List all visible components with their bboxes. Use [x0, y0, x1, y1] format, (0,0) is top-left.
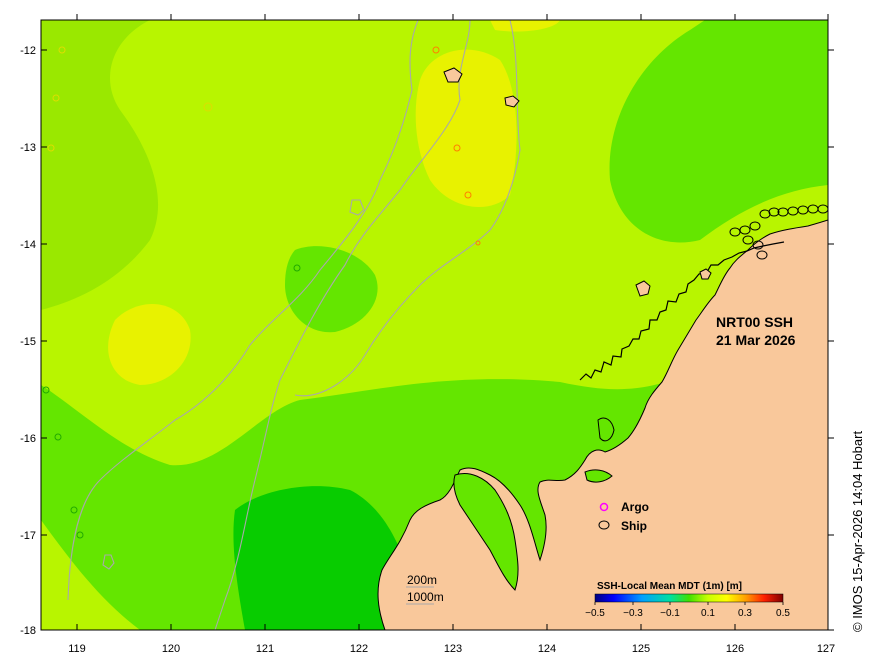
y-tick-label: -18: [20, 625, 36, 637]
map-title-product: NRT00 SSH: [716, 314, 793, 330]
colorbar-tick-label: −0.3: [623, 608, 643, 619]
colorbar-gradient: [594, 593, 784, 603]
colorbar: SSH-Local Mean MDT (1m) [m] −0.5 −0.3 −0…: [585, 581, 790, 619]
y-tick-label: -16: [20, 433, 36, 445]
argo-float-marker: [203, 102, 213, 112]
ship-marker: [749, 221, 761, 231]
x-tick-label: 121: [256, 643, 274, 655]
land: [377, 67, 828, 630]
argo-float-marker: [70, 506, 78, 514]
coastline-detail: [579, 241, 785, 381]
y-axis-labels: -12 -13 -14 -15 -16 -17 -18: [20, 45, 36, 637]
ssh-contour-high-top: [490, 20, 560, 32]
ssh-contour-northwest: [41, 20, 159, 310]
ssh-contour-low-central: [285, 246, 378, 333]
argo-float-marker: [58, 46, 66, 54]
argo-float-marker: [52, 94, 60, 102]
colorbar-title: SSH-Local Mean MDT (1m) [m]: [597, 581, 742, 592]
ssh-contour-southwest: [41, 520, 140, 630]
bathymetry-island-2: [102, 554, 115, 570]
x-tick-label: 125: [632, 643, 650, 655]
inlet-east: [584, 469, 613, 483]
x-tick-label: 124: [538, 643, 556, 655]
map-title-date: 21 Mar 2026: [716, 332, 796, 348]
argo-float-marker: [432, 46, 440, 54]
colorbar-tick-label: −0.1: [660, 608, 680, 619]
bathymetry-island-1: [349, 199, 365, 216]
bathymetry-contours: [67, 20, 521, 630]
island-northeast-1: [635, 280, 651, 297]
colorbar-tick-label: −0.5: [585, 608, 605, 619]
bathymetry-1000m-line: [214, 20, 471, 630]
island-northeast-2: [699, 268, 712, 280]
x-tick-label: 126: [726, 643, 744, 655]
argo-float-marker: [475, 240, 481, 246]
colorbar-tick-label: 0.3: [738, 608, 752, 619]
x-tick-label: 123: [444, 643, 462, 655]
argo-float-marker: [47, 144, 55, 152]
y-axis-ticks: [41, 49, 834, 631]
colorbar-tick-label: 0.1: [701, 608, 715, 619]
bathymetry-shelf-line: [294, 20, 521, 397]
argo-float-marker: [76, 531, 84, 539]
y-tick-label: -13: [20, 142, 36, 154]
ship-legend-label: Ship: [621, 519, 647, 533]
inlet-king-sound: [453, 473, 519, 591]
argo-float-marker: [54, 433, 62, 441]
x-axis-labels: 119 120 121 122 123 124 125 126 127: [68, 643, 835, 655]
inlet-north: [597, 417, 615, 442]
argo-float-marker: [42, 386, 50, 394]
x-axis-ticks: [76, 14, 829, 630]
x-tick-label: 122: [350, 643, 368, 655]
symbol-legend: Argo Ship: [598, 500, 649, 533]
ship-marker: [729, 227, 741, 237]
credit-text: © IMOS 15-Apr-2026 14:04 Hobart: [850, 431, 865, 632]
ssh-contour-high-west: [108, 303, 191, 385]
argo-float-marker: [293, 264, 301, 272]
x-tick-label: 120: [162, 643, 180, 655]
argo-float-marker: [464, 191, 472, 199]
ssh-contour-northeast: [609, 20, 828, 243]
ship-marker: [768, 207, 780, 217]
bathymetry-200m-line: [67, 20, 419, 601]
ship-marker: [742, 235, 754, 245]
depth-200m-label: 200m: [407, 573, 437, 587]
y-tick-label: -15: [20, 336, 36, 348]
ship-legend-icon: [598, 520, 610, 530]
ship-marker: [739, 225, 751, 235]
ship-track: [729, 204, 829, 260]
ssh-contour-south-low: [233, 486, 420, 630]
ssh-contour-high-north: [415, 49, 517, 207]
island-north-1: [443, 67, 463, 83]
argo-float-marker: [453, 144, 461, 152]
y-tick-label: -12: [20, 45, 36, 57]
argo-legend-label: Argo: [621, 500, 649, 514]
ship-marker: [752, 240, 764, 250]
plot-frame: [40, 19, 829, 631]
x-tick-label: 119: [68, 643, 86, 655]
island-north-2: [504, 95, 520, 108]
colorbar-tick-label: 0.5: [776, 608, 790, 619]
ship-marker: [756, 250, 768, 260]
y-tick-label: -17: [20, 530, 36, 542]
depth-legend: 200m 1000m: [406, 573, 444, 605]
depth-1000m-label: 1000m: [407, 590, 444, 604]
argo-legend-icon: [599, 502, 609, 512]
argo-floats: [42, 46, 481, 539]
x-tick-label: 127: [817, 643, 835, 655]
y-tick-label: -14: [20, 239, 36, 251]
